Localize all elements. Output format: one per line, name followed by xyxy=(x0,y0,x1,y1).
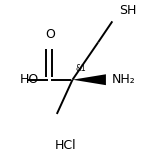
Text: HCl: HCl xyxy=(55,139,76,152)
Text: SH: SH xyxy=(119,4,136,17)
Text: HO: HO xyxy=(20,73,39,86)
Text: &1: &1 xyxy=(75,64,86,74)
Text: NH₂: NH₂ xyxy=(112,73,135,86)
Polygon shape xyxy=(72,74,106,85)
Text: O: O xyxy=(45,28,55,41)
